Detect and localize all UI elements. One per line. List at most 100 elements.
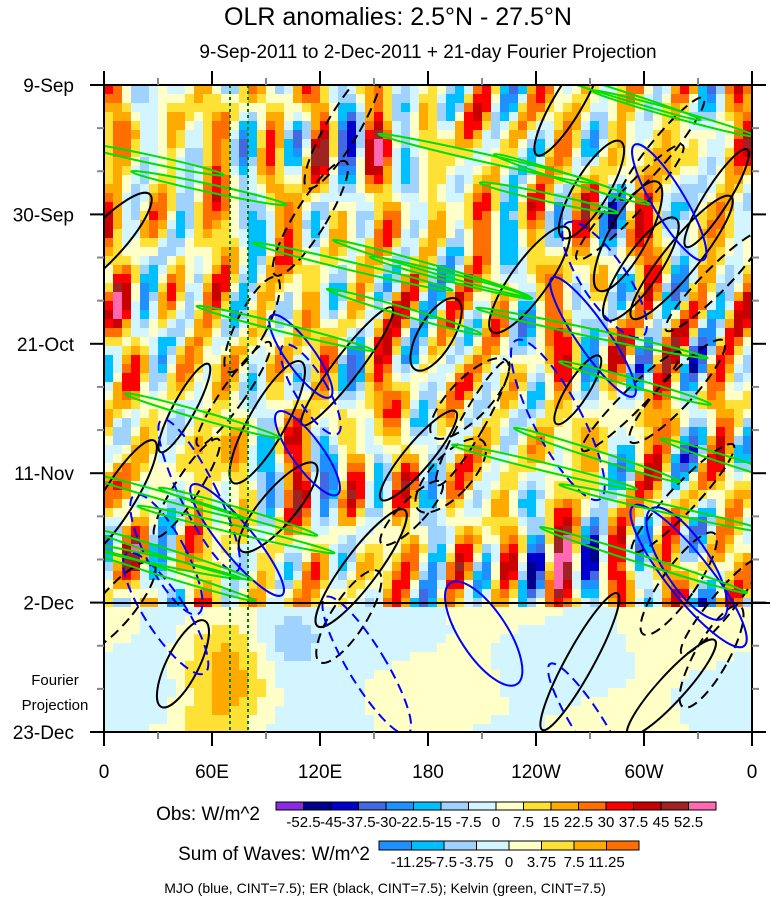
field-cell <box>257 481 266 490</box>
field-cell <box>536 526 545 535</box>
field-cell <box>320 94 329 103</box>
field-cell <box>122 211 131 220</box>
field-cell <box>743 436 752 445</box>
field-cell <box>527 490 536 499</box>
field-cell <box>212 643 221 652</box>
field-cell <box>563 625 572 634</box>
field-cell <box>113 328 122 337</box>
field-cell <box>158 202 167 211</box>
field-cell <box>698 139 707 148</box>
field-cell <box>554 247 563 256</box>
field-cell <box>689 85 698 94</box>
field-cell <box>563 373 572 382</box>
field-cell <box>347 184 356 193</box>
field-cell <box>131 274 140 283</box>
field-cell <box>725 589 734 598</box>
field-cell <box>464 553 473 562</box>
field-cell <box>302 283 311 292</box>
field-cell <box>284 670 293 679</box>
field-cell <box>194 544 203 553</box>
field-cell <box>464 418 473 427</box>
field-cell <box>482 616 491 625</box>
field-cell <box>572 607 581 616</box>
field-cell <box>239 688 248 697</box>
field-cell <box>590 634 599 643</box>
field-cell <box>230 175 239 184</box>
field-cell <box>338 544 347 553</box>
field-cell <box>122 382 131 391</box>
field-cell <box>455 112 464 121</box>
field-cell <box>293 130 302 139</box>
field-cell <box>464 688 473 697</box>
field-cell <box>194 418 203 427</box>
field-cell <box>374 202 383 211</box>
field-cell <box>203 391 212 400</box>
field-cell <box>464 355 473 364</box>
field-cell <box>482 580 491 589</box>
field-cell <box>707 139 716 148</box>
field-cell <box>203 526 212 535</box>
field-cell <box>104 607 113 616</box>
field-cell <box>257 436 266 445</box>
field-cell <box>113 490 122 499</box>
field-cell <box>329 94 338 103</box>
field-cell <box>275 490 284 499</box>
field-cell <box>167 706 176 715</box>
field-cell <box>518 265 527 274</box>
field-cell <box>671 121 680 130</box>
field-cell <box>203 445 212 454</box>
field-cell <box>302 220 311 229</box>
field-cell <box>311 463 320 472</box>
chart-subtitle: 9-Sep-2011 to 2-Dec-2011 + 21-day Fourie… <box>199 42 656 63</box>
field-cell <box>212 247 221 256</box>
field-cell <box>671 184 680 193</box>
field-cell <box>365 490 374 499</box>
field-cell <box>671 157 680 166</box>
field-cell <box>293 346 302 355</box>
field-cell <box>482 238 491 247</box>
field-cell <box>509 409 518 418</box>
field-cell <box>266 175 275 184</box>
field-cell <box>455 157 464 166</box>
field-cell <box>734 211 743 220</box>
field-cell <box>662 409 671 418</box>
field-cell <box>509 427 518 436</box>
field-cell <box>707 625 716 634</box>
field-cell <box>356 283 365 292</box>
field-cell <box>104 427 113 436</box>
field-cell <box>743 391 752 400</box>
field-cell <box>581 121 590 130</box>
field-cell <box>671 94 680 103</box>
field-cell <box>581 418 590 427</box>
field-cell <box>671 688 680 697</box>
field-cell <box>473 256 482 265</box>
field-cell <box>473 625 482 634</box>
field-cell <box>626 301 635 310</box>
field-cell <box>239 364 248 373</box>
field-cell <box>419 238 428 247</box>
field-cell <box>302 679 311 688</box>
field-cell <box>482 94 491 103</box>
field-cell <box>194 256 203 265</box>
field-cell <box>302 427 311 436</box>
field-cell <box>167 661 176 670</box>
field-cell <box>212 589 221 598</box>
field-cell <box>239 463 248 472</box>
field-cell <box>185 427 194 436</box>
field-cell <box>563 157 572 166</box>
field-cell <box>122 301 131 310</box>
field-cell <box>446 238 455 247</box>
field-cell <box>590 652 599 661</box>
field-cell <box>428 436 437 445</box>
field-cell <box>176 184 185 193</box>
field-cell <box>653 85 662 94</box>
field-cell <box>599 139 608 148</box>
field-cell <box>581 391 590 400</box>
field-cell <box>176 319 185 328</box>
field-cell <box>662 535 671 544</box>
field-cell <box>392 328 401 337</box>
field-cell <box>437 319 446 328</box>
field-cell <box>212 265 221 274</box>
field-cell <box>563 571 572 580</box>
field-cell <box>140 463 149 472</box>
